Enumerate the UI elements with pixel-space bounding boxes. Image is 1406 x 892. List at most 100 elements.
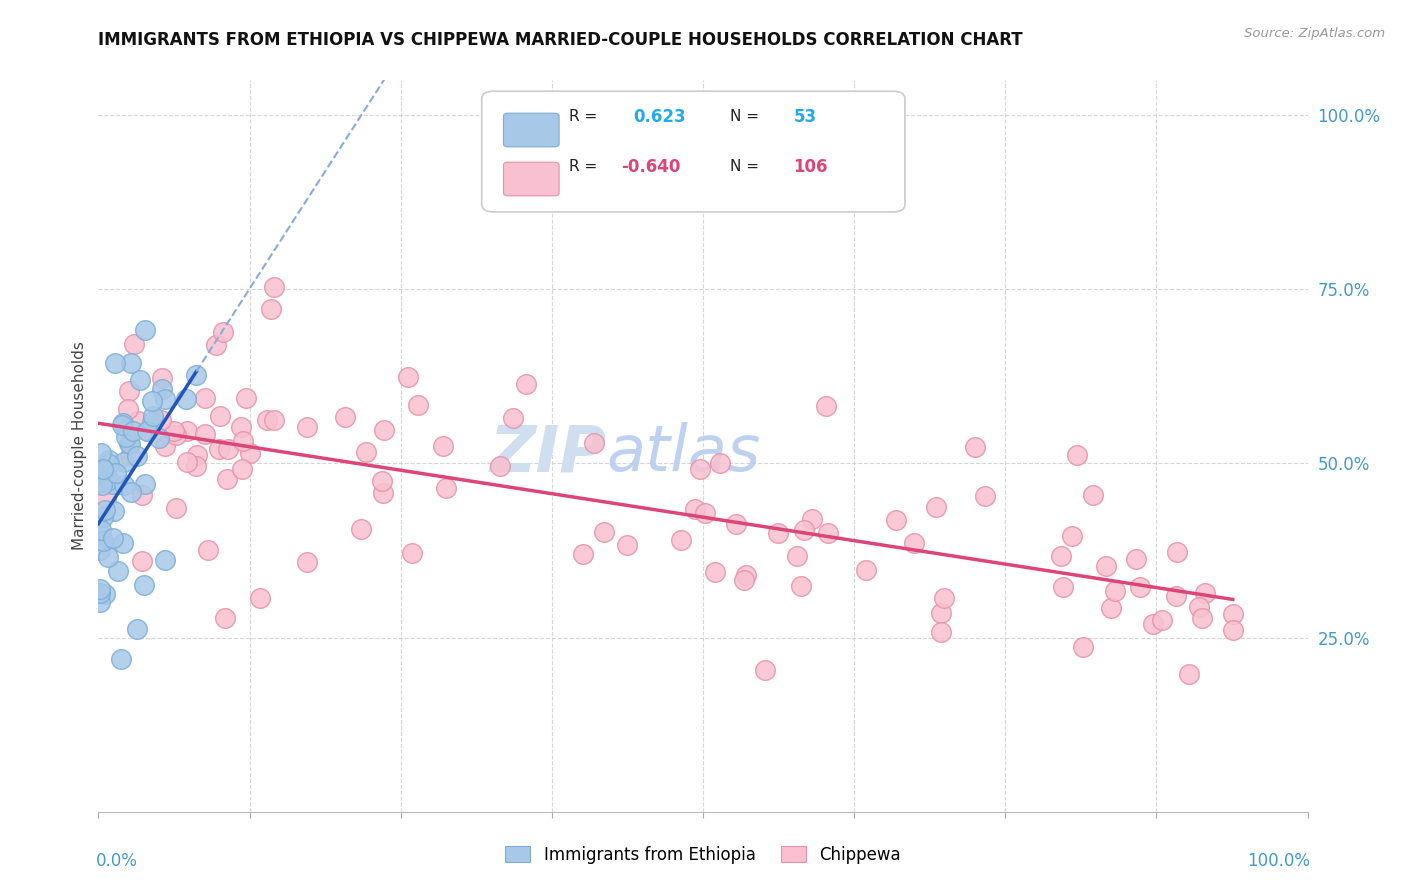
Point	[153, 553, 176, 567]
Point	[235, 391, 257, 405]
Point	[128, 373, 150, 387]
Point	[141, 394, 163, 409]
Point	[105, 466, 128, 480]
Text: -0.640: -0.640	[621, 158, 681, 176]
Text: R =: R =	[569, 110, 598, 124]
Point	[1142, 617, 1164, 632]
Point	[103, 531, 125, 545]
Point	[107, 564, 129, 578]
Point	[371, 486, 394, 500]
Point	[153, 439, 176, 453]
Point	[239, 446, 262, 460]
Legend: Immigrants from Ethiopia, Chippewa: Immigrants from Ethiopia, Chippewa	[499, 839, 907, 871]
Point	[1125, 551, 1147, 566]
Point	[974, 489, 997, 503]
Point	[121, 424, 143, 438]
Text: atlas: atlas	[606, 422, 761, 484]
Point	[263, 279, 285, 293]
Point	[1150, 613, 1173, 627]
Point	[120, 437, 142, 451]
Point	[515, 376, 537, 391]
Point	[90, 528, 112, 542]
Point	[98, 453, 121, 467]
Point	[142, 409, 165, 424]
Point	[735, 567, 758, 582]
Point	[1095, 559, 1118, 574]
Point	[766, 526, 789, 541]
Point	[94, 587, 117, 601]
Point	[204, 338, 226, 352]
Point	[194, 392, 217, 406]
Point	[122, 337, 145, 351]
Point	[112, 455, 135, 469]
Text: 53: 53	[793, 108, 817, 126]
Point	[790, 579, 813, 593]
Point	[335, 410, 357, 425]
Point	[186, 368, 208, 382]
Point	[1104, 584, 1126, 599]
Point	[1083, 488, 1105, 502]
Point	[165, 427, 187, 442]
Point	[572, 547, 595, 561]
Point	[297, 420, 319, 434]
Point	[754, 663, 776, 677]
Point	[1166, 545, 1188, 559]
Point	[150, 371, 173, 385]
Point	[135, 425, 157, 439]
Point	[136, 424, 159, 438]
Point	[165, 501, 187, 516]
Point	[184, 459, 207, 474]
Point	[104, 356, 127, 370]
Point	[186, 448, 208, 462]
Point	[884, 513, 907, 527]
Point	[925, 500, 948, 514]
Point	[724, 517, 747, 532]
Point	[786, 549, 808, 563]
Point	[120, 484, 142, 499]
Point	[371, 474, 394, 488]
Point	[89, 594, 111, 608]
Point	[1194, 585, 1216, 599]
Point	[1178, 667, 1201, 681]
Point	[616, 538, 638, 552]
Point	[583, 436, 606, 450]
Point	[103, 504, 125, 518]
Point	[93, 510, 115, 524]
Point	[256, 413, 278, 427]
Point	[704, 565, 727, 579]
Point	[89, 586, 111, 600]
Text: 0.0%: 0.0%	[96, 852, 138, 870]
Point	[118, 436, 141, 450]
Point	[118, 450, 141, 464]
Point	[212, 326, 235, 340]
Point	[111, 417, 134, 431]
Point	[260, 301, 283, 316]
Point	[1071, 640, 1094, 654]
Point	[817, 525, 839, 540]
Point	[814, 399, 837, 413]
Point	[434, 481, 457, 495]
Point	[134, 323, 156, 337]
Point	[176, 392, 198, 406]
Point	[125, 622, 148, 636]
Point	[111, 418, 134, 433]
Point	[93, 463, 115, 477]
Point	[97, 549, 120, 564]
Point	[150, 382, 173, 396]
Point	[1222, 607, 1244, 622]
Point	[263, 413, 285, 427]
Point	[148, 431, 170, 445]
Text: N =: N =	[730, 110, 759, 124]
Point	[396, 370, 419, 384]
Point	[91, 478, 114, 492]
Point	[101, 477, 124, 491]
Point	[793, 524, 815, 538]
Point	[965, 441, 987, 455]
Point	[354, 445, 377, 459]
Point	[1129, 580, 1152, 594]
Point	[295, 555, 318, 569]
Point	[110, 652, 132, 666]
Point	[96, 491, 118, 506]
Text: 0.623: 0.623	[633, 108, 686, 126]
Point	[709, 456, 731, 470]
